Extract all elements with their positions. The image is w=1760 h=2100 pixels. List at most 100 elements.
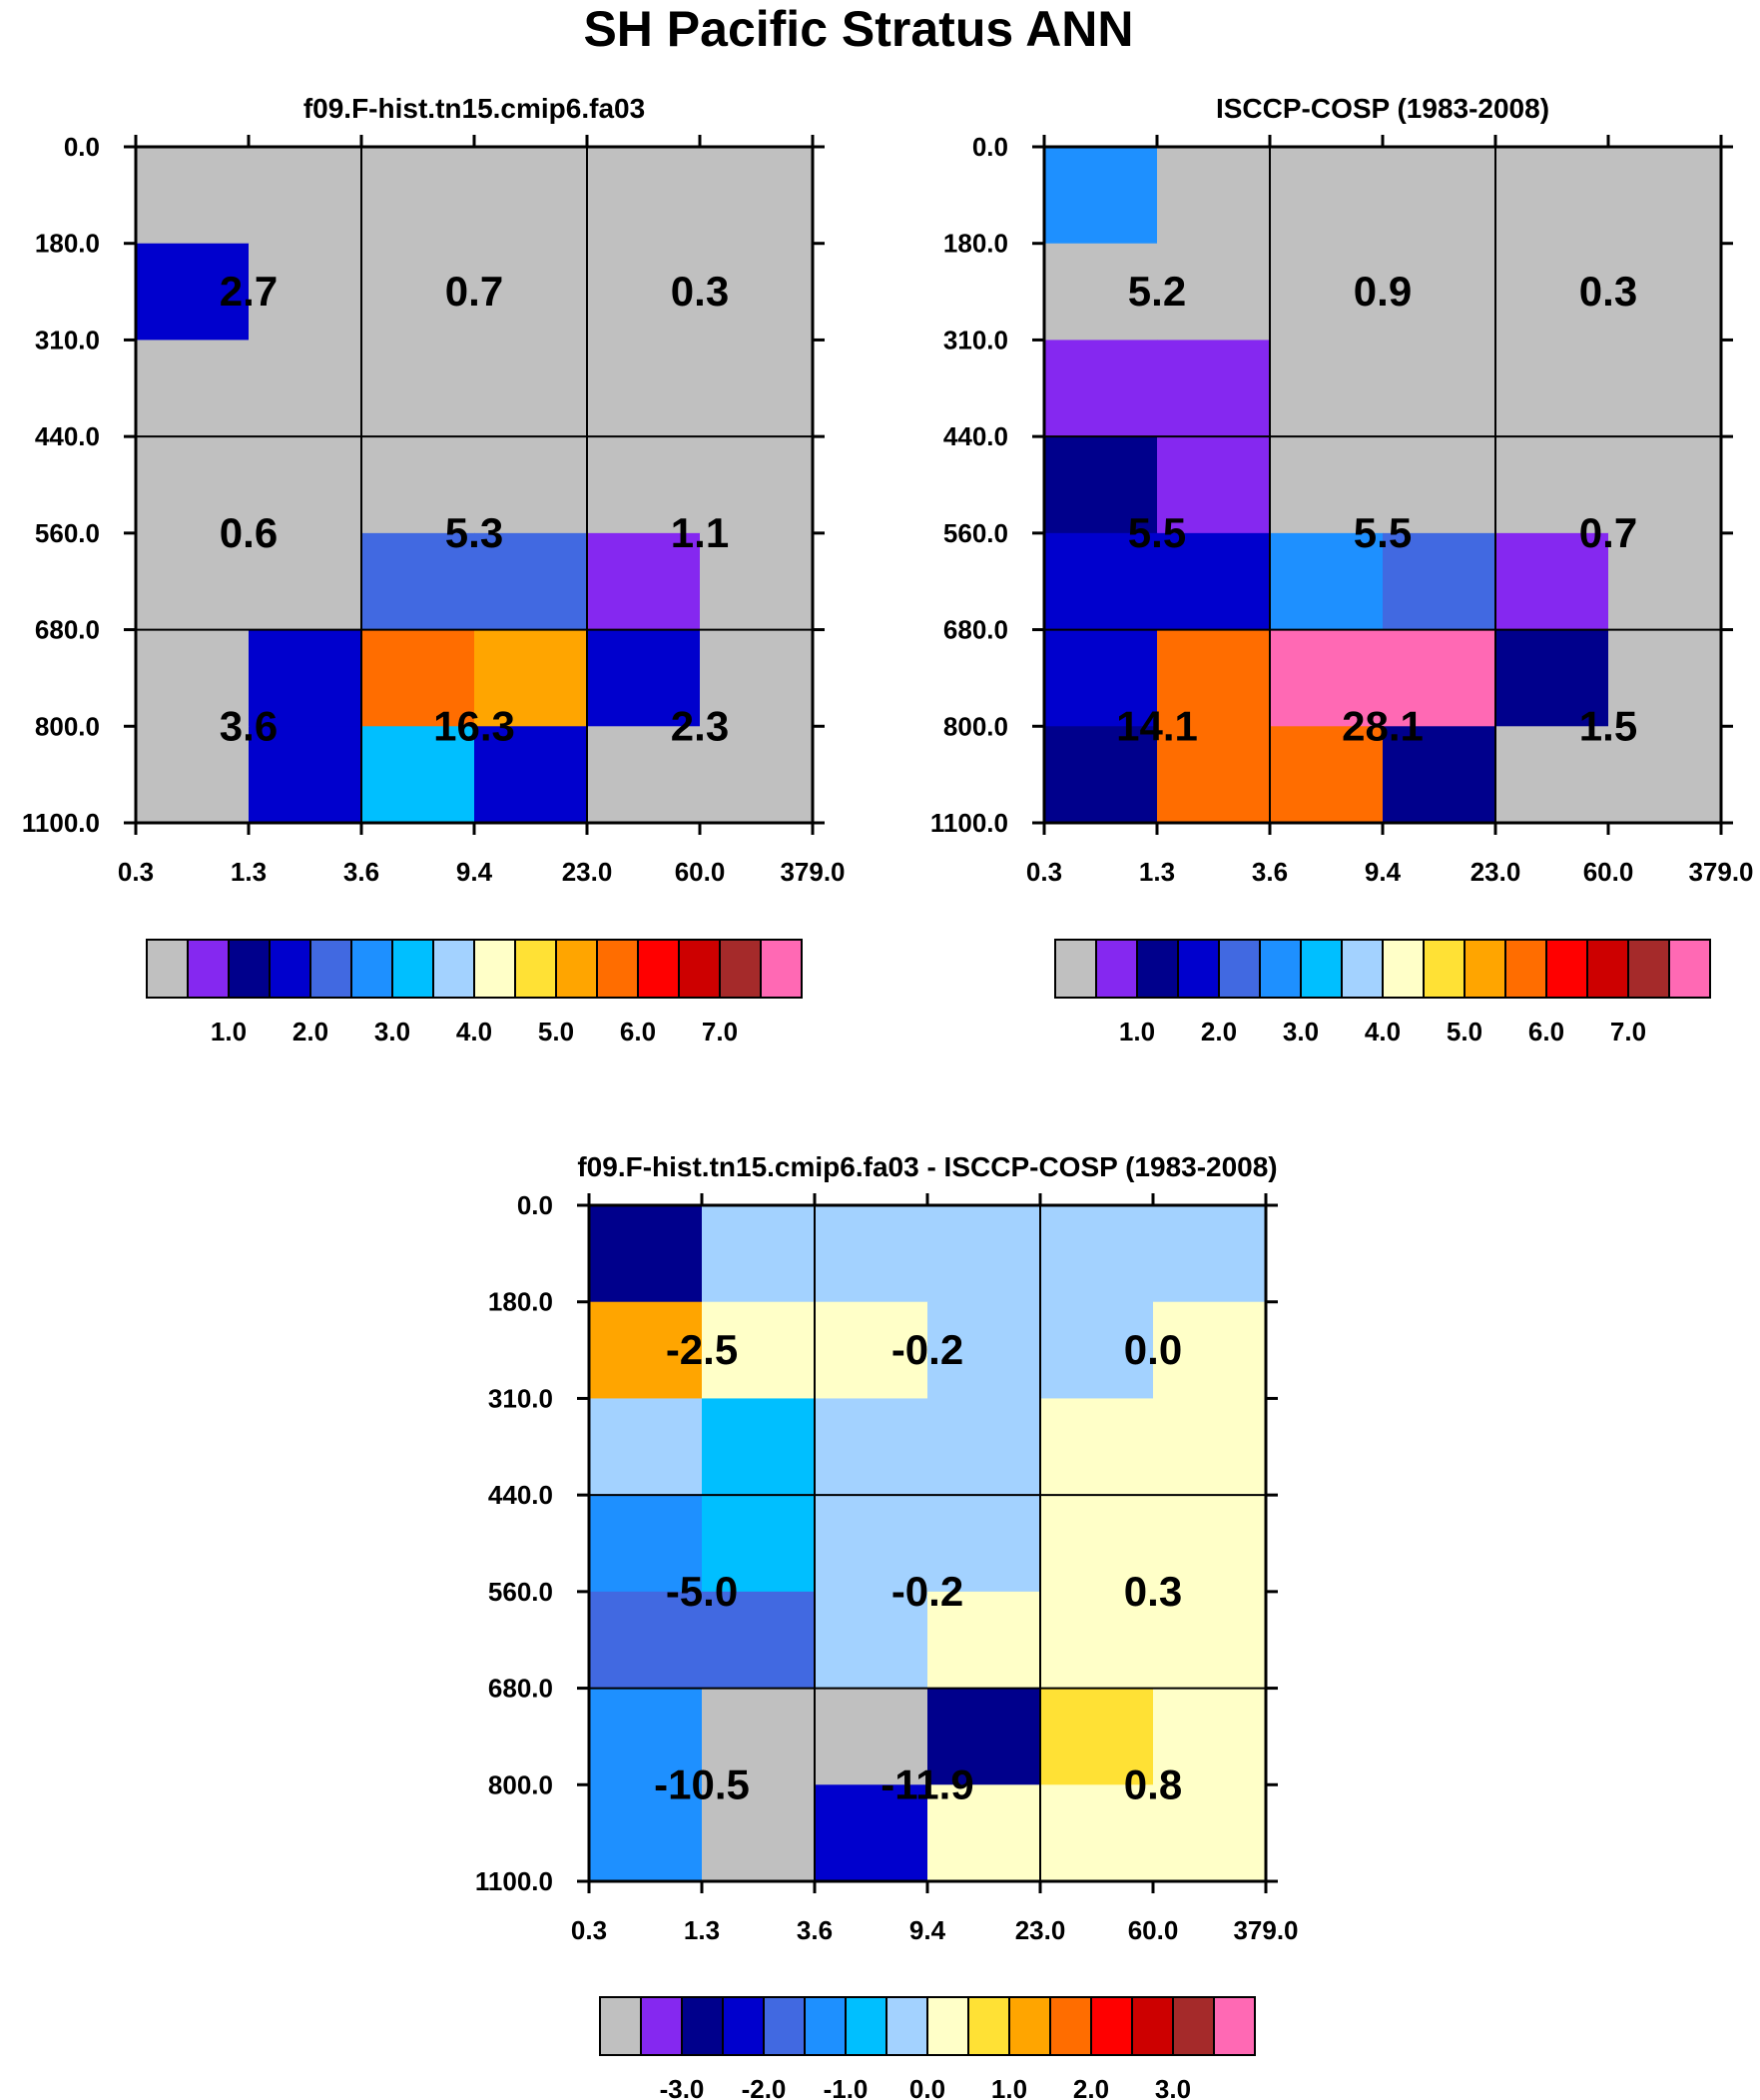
heatmap-cell bbox=[1157, 436, 1271, 534]
colorbar-swatch bbox=[1259, 939, 1302, 999]
group-value-label: -5.0 bbox=[666, 1568, 738, 1615]
heatmap-cell bbox=[1040, 1301, 1154, 1400]
heatmap-cell bbox=[1157, 629, 1271, 727]
heatmap-cell bbox=[249, 726, 362, 824]
heatmap-cell bbox=[1495, 532, 1609, 631]
panel-title: f09.F-hist.tn15.cmip6.fa03 - ISCCP-COSP … bbox=[577, 1151, 1277, 1182]
x-tick-label: 9.4 bbox=[456, 857, 493, 887]
heatmap-cell bbox=[815, 1591, 928, 1690]
colorbar-swatch bbox=[1341, 939, 1384, 999]
heatmap-cell bbox=[1157, 340, 1271, 437]
y-tick-label: 560.0 bbox=[943, 518, 1008, 548]
y-tick-label: 1100.0 bbox=[22, 808, 100, 838]
heatmap-cell bbox=[136, 340, 250, 437]
panel-difference: f09.F-hist.tn15.cmip6.fa03 - ISCCP-COSP … bbox=[475, 1151, 1299, 2100]
colorbar-swatch bbox=[1136, 939, 1179, 999]
colorbar-swatch bbox=[845, 1996, 887, 2056]
heatmap-cell bbox=[474, 147, 588, 245]
colorbar-swatch bbox=[309, 939, 352, 999]
heatmap-cell bbox=[1383, 629, 1496, 727]
heatmap-cell bbox=[1495, 436, 1609, 534]
colorbar-swatch bbox=[719, 939, 762, 999]
colorbar-label: 6.0 bbox=[620, 1017, 656, 1047]
heatmap-cell bbox=[1270, 532, 1384, 631]
colorbar-label: -1.0 bbox=[824, 2074, 869, 2100]
heatmap-cell bbox=[1608, 629, 1722, 727]
heatmap-cell bbox=[249, 532, 362, 631]
heatmap-cell bbox=[702, 1205, 816, 1303]
colorbar-swatch bbox=[637, 939, 680, 999]
group-value-label: -10.5 bbox=[654, 1760, 750, 1807]
heatmap-cell bbox=[474, 340, 588, 437]
y-tick-label: 680.0 bbox=[943, 615, 1008, 645]
heatmap-cell bbox=[136, 629, 250, 727]
heatmap-cell bbox=[1153, 1398, 1267, 1496]
heatmap-cell bbox=[589, 1205, 703, 1303]
heatmap-cell bbox=[474, 532, 588, 631]
colorbar-label: 1.0 bbox=[991, 2074, 1027, 2100]
y-tick-label: 680.0 bbox=[35, 615, 100, 645]
heatmap-cell bbox=[815, 1688, 928, 1785]
heatmap-cell bbox=[1270, 629, 1384, 727]
colorbar-swatch bbox=[1382, 939, 1425, 999]
x-tick-label: 0.3 bbox=[571, 1915, 607, 1945]
heatmap-cell bbox=[361, 243, 475, 342]
heatmap-cell bbox=[1608, 340, 1722, 437]
heatmap-cell bbox=[249, 243, 362, 342]
heatmap-cell bbox=[702, 1591, 816, 1690]
heatmap-cell bbox=[1383, 147, 1496, 245]
x-tick-label: 60.0 bbox=[1583, 857, 1634, 887]
heatmap-cell bbox=[587, 532, 701, 631]
colorbar-label: 4.0 bbox=[456, 1017, 492, 1047]
heatmap-cell bbox=[361, 147, 475, 245]
colorbar-swatch bbox=[678, 939, 721, 999]
colorbar-swatch bbox=[1049, 1996, 1092, 2056]
y-tick-label: 310.0 bbox=[488, 1383, 553, 1413]
colorbar-swatch bbox=[804, 1996, 847, 2056]
colorbar-swatch bbox=[1668, 939, 1711, 999]
heatmap-cell bbox=[700, 629, 814, 727]
x-tick-label: 23.0 bbox=[1015, 1915, 1066, 1945]
group-value-label: 2.7 bbox=[220, 268, 278, 315]
colorbar-label: 3.0 bbox=[1155, 2074, 1191, 2100]
colorbar-swatch bbox=[350, 939, 393, 999]
panel-model: f09.F-hist.tn15.cmip6.fa03 2.7 0.7 0.3 0.6 5.… bbox=[22, 93, 846, 1047]
heatmap-cell bbox=[587, 340, 701, 437]
y-tick-label: 0.0 bbox=[517, 1190, 553, 1220]
colorbar-label: 2.0 bbox=[1073, 2074, 1109, 2100]
heatmap-cell bbox=[702, 1784, 816, 1882]
heatmap-cell bbox=[700, 340, 814, 437]
heatmap-cell bbox=[361, 532, 475, 631]
x-tick-label: 60.0 bbox=[1128, 1915, 1179, 1945]
heatmap-cell bbox=[927, 1784, 1041, 1882]
heatmap-cell bbox=[1040, 1205, 1154, 1303]
heatmap-cell bbox=[1153, 1784, 1267, 1882]
colorbar-swatch bbox=[269, 939, 311, 999]
heatmap-cell bbox=[927, 1398, 1041, 1496]
heatmap-cell bbox=[136, 532, 250, 631]
y-tick-label: 800.0 bbox=[35, 711, 100, 741]
colorbar-swatch bbox=[1504, 939, 1547, 999]
x-tick-label: 0.3 bbox=[1026, 857, 1062, 887]
colorbar-swatch bbox=[146, 939, 189, 999]
heatmap-cell bbox=[1040, 1784, 1154, 1882]
colorbar-swatch bbox=[926, 1996, 969, 2056]
heatmap-cell bbox=[1383, 340, 1496, 437]
heatmap-cell bbox=[927, 1495, 1041, 1593]
heatmap-cell bbox=[249, 340, 362, 437]
colorbar-swatch bbox=[514, 939, 557, 999]
colorbar-label: 1.0 bbox=[211, 1017, 247, 1047]
group-value-label: 16.3 bbox=[433, 702, 515, 749]
colorbar-label: 3.0 bbox=[374, 1017, 410, 1047]
heatmap-cell bbox=[1383, 436, 1496, 534]
heatmap-cell bbox=[1153, 1495, 1267, 1593]
x-tick-label: 9.4 bbox=[909, 1915, 946, 1945]
y-tick-label: 1100.0 bbox=[930, 808, 1008, 838]
colorbar-swatch bbox=[1464, 939, 1506, 999]
heatmap-cell bbox=[1495, 243, 1609, 342]
heatmap-cell bbox=[1044, 243, 1158, 342]
x-tick-label: 9.4 bbox=[1365, 857, 1402, 887]
heatmap-cell bbox=[1608, 436, 1722, 534]
x-tick-label: 1.3 bbox=[684, 1915, 720, 1945]
